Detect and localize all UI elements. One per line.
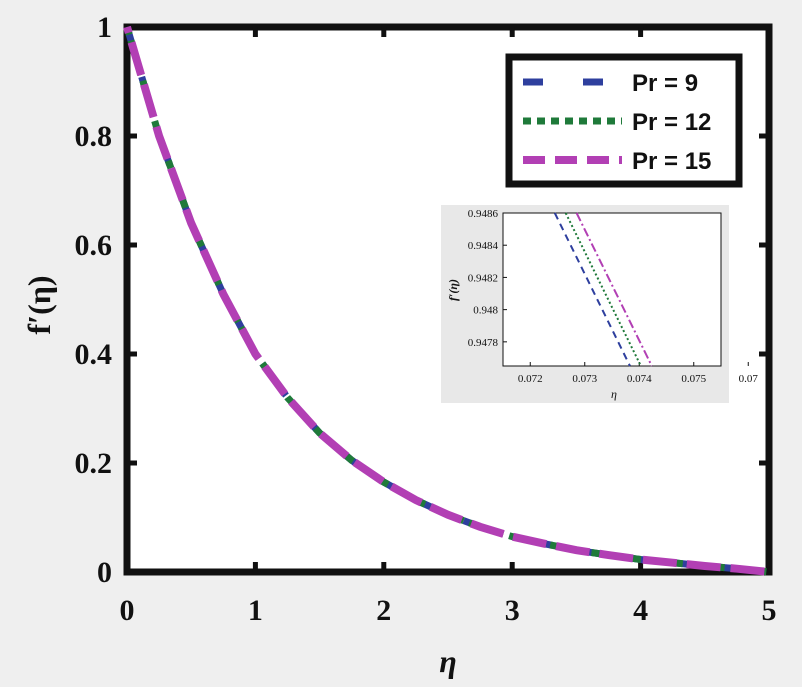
inset-y-tick-label: 0.9478 (468, 337, 499, 349)
inset-x-tick-label: 0.075 (681, 373, 706, 385)
inset-ticks (503, 212, 749, 366)
inset-series-line-pr-15 (575, 212, 653, 367)
main-tick-labels: 0 1 2 3 4 5 0 0.2 0.4 0.6 0.8 1 (75, 11, 777, 627)
inset-series-line-pr-12 (564, 212, 642, 367)
x-tick-label: 3 (505, 594, 520, 627)
inset-tick-labels: 0.072 0.073 0.074 0.075 0.07 0.9478 0.948 0.948… (468, 208, 759, 385)
y-tick-label: 0.6 (75, 229, 113, 262)
x-tick-label: 4 (633, 594, 648, 627)
inset-y-tick-label: 0.9482 (468, 272, 498, 284)
x-axis-title: η (439, 643, 457, 679)
main-series-lines (123, 25, 770, 576)
inset-y-axis-title: f′(η) (446, 279, 460, 301)
inset-series-lines (553, 212, 653, 367)
inset-y-tick-label: 0.9484 (468, 240, 499, 252)
legend: Pr = 9 Pr = 12 Pr = 15 (505, 53, 743, 188)
legend-label-pr-15: Pr = 15 (632, 148, 711, 175)
y-axis-title: f′(η) (21, 275, 57, 334)
inset-plot-area (502, 212, 722, 367)
inset-y-tick-label: 0.948 (473, 305, 498, 317)
inset-series-line-pr-9 (553, 212, 631, 367)
y-tick-label: 0 (97, 556, 112, 589)
legend-label-pr-9: Pr = 9 (632, 70, 698, 97)
series-line-pr-15 (123, 25, 770, 576)
y-tick-label: 1 (97, 11, 112, 44)
inset-x-tick-label: 0.072 (518, 373, 543, 385)
legend-box (505, 53, 743, 188)
x-tick-label: 1 (248, 594, 263, 627)
inset-x-tick-label: 0.073 (572, 373, 597, 385)
inset-x-tick-label: 0.07 (739, 373, 759, 385)
legend-label-pr-12: Pr = 12 (632, 109, 711, 136)
inset-y-tick-label: 0.9486 (468, 208, 499, 220)
y-tick-label: 0.2 (75, 447, 113, 480)
inset-zoom-plot: 0.072 0.073 0.074 0.075 0.07 0.9478 0.948 0.948… (441, 205, 758, 403)
y-tick-label: 0.8 (75, 120, 113, 153)
x-tick-label: 0 (120, 594, 135, 627)
x-tick-label: 5 (762, 594, 777, 627)
inset-x-tick-label: 0.074 (627, 373, 652, 385)
main-ticks (124, 24, 772, 575)
x-tick-label: 2 (376, 594, 391, 627)
y-tick-label: 0.4 (75, 338, 113, 371)
inset-x-axis-title: η (611, 387, 617, 401)
